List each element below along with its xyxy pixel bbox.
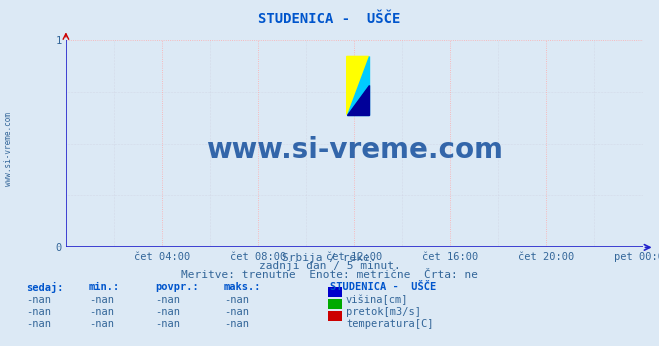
Text: -nan: -nan xyxy=(26,295,51,305)
Text: -nan: -nan xyxy=(26,319,51,329)
Text: sedaj:: sedaj: xyxy=(26,282,64,293)
Text: -nan: -nan xyxy=(155,307,180,317)
Polygon shape xyxy=(347,56,368,115)
Text: -nan: -nan xyxy=(155,319,180,329)
Text: -nan: -nan xyxy=(224,319,249,329)
Text: www.si-vreme.com: www.si-vreme.com xyxy=(4,112,13,186)
Text: www.si-vreme.com: www.si-vreme.com xyxy=(206,136,503,164)
Polygon shape xyxy=(347,85,368,115)
Text: -nan: -nan xyxy=(89,319,114,329)
Text: maks.:: maks.: xyxy=(224,282,262,292)
Text: min.:: min.: xyxy=(89,282,120,292)
Polygon shape xyxy=(347,56,368,115)
Text: povpr.:: povpr.: xyxy=(155,282,198,292)
Text: -nan: -nan xyxy=(224,295,249,305)
Text: -nan: -nan xyxy=(89,295,114,305)
Text: STUDENICA -  UŠČE: STUDENICA - UŠČE xyxy=(258,12,401,26)
Text: Meritve: trenutne  Enote: metrične  Črta: ne: Meritve: trenutne Enote: metrične Črta: … xyxy=(181,270,478,280)
Text: temperatura[C]: temperatura[C] xyxy=(346,319,434,329)
Text: pretok[m3/s]: pretok[m3/s] xyxy=(346,307,421,317)
Text: STUDENICA -  UŠČE: STUDENICA - UŠČE xyxy=(330,282,436,292)
Text: zadnji dan / 5 minut.: zadnji dan / 5 minut. xyxy=(258,261,401,271)
Text: Srbija / reke.: Srbija / reke. xyxy=(282,253,377,263)
Text: višina[cm]: višina[cm] xyxy=(346,295,409,305)
Text: -nan: -nan xyxy=(26,307,51,317)
Text: -nan: -nan xyxy=(224,307,249,317)
Text: -nan: -nan xyxy=(155,295,180,305)
Text: -nan: -nan xyxy=(89,307,114,317)
